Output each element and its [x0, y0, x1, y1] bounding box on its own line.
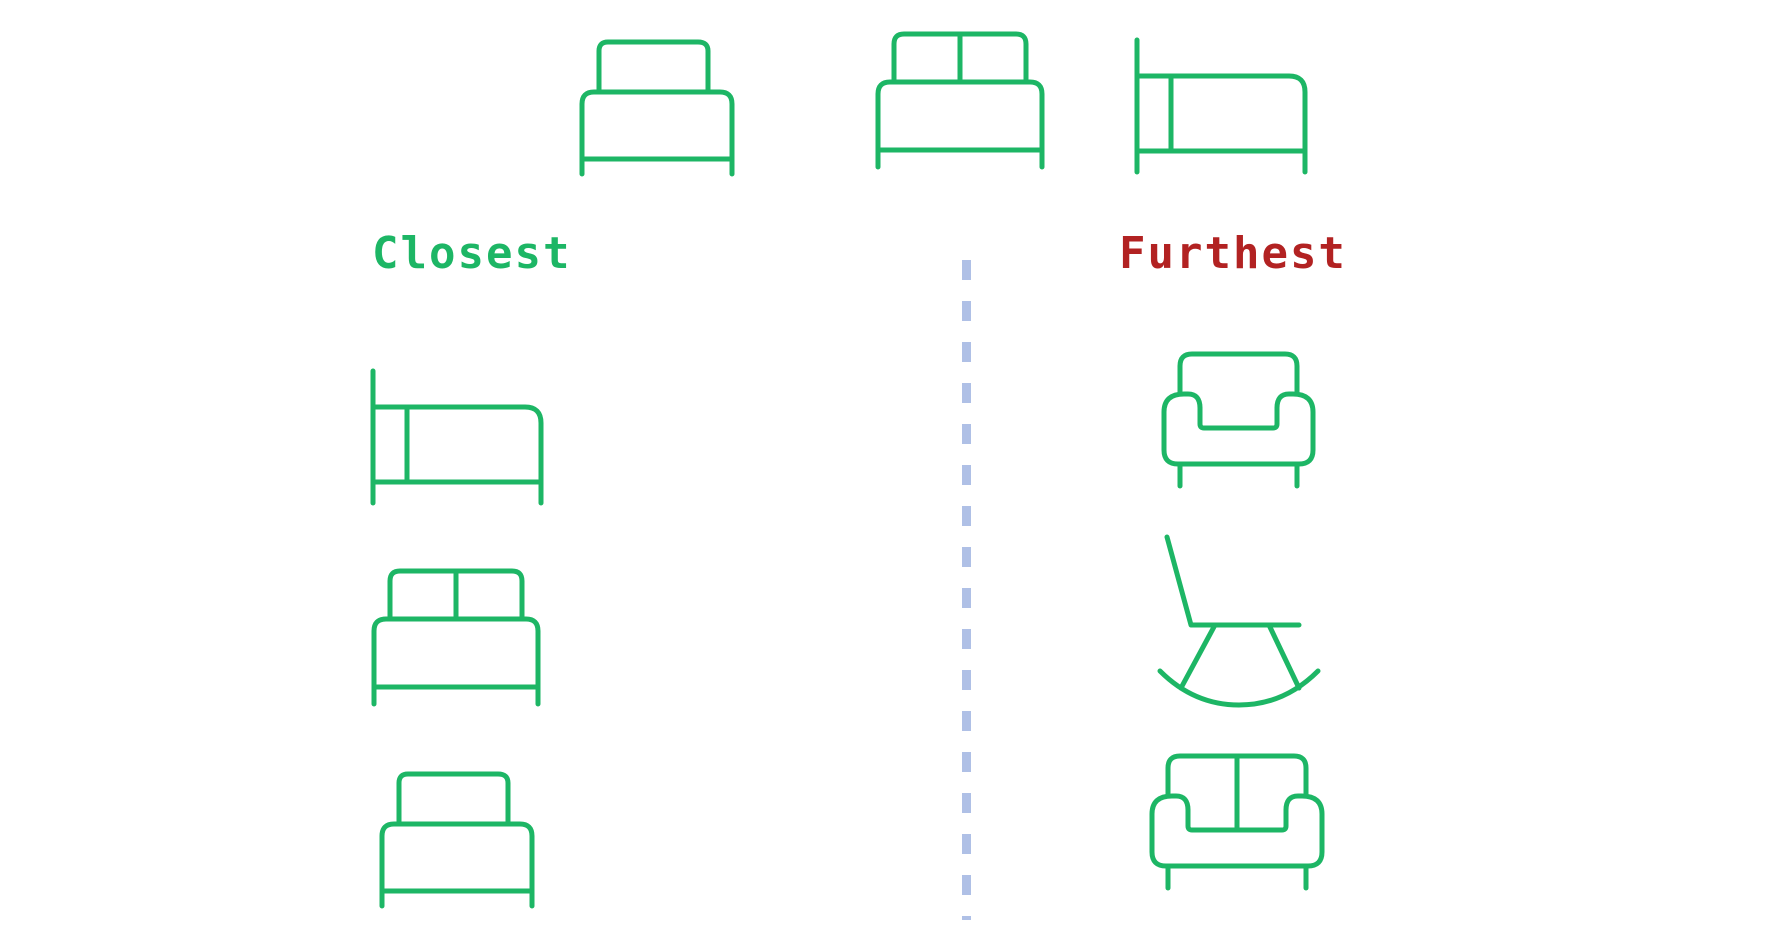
furthest-label: Furthest — [1119, 228, 1347, 279]
rocking-chair-outline — [1157, 534, 1321, 708]
side-bed-icon — [1133, 36, 1309, 176]
closest-label: Closest — [372, 228, 572, 279]
double-bed-icon — [370, 567, 542, 709]
side-bed-icon — [369, 367, 545, 507]
single-bed-icon — [578, 38, 736, 181]
double-bed-outline — [875, 31, 1045, 170]
armchair-icon — [1160, 350, 1317, 490]
loveseat-outline — [1149, 753, 1325, 891]
single-bed-icon — [378, 770, 536, 913]
armchair-outline — [1161, 351, 1316, 489]
loveseat-icon — [1148, 752, 1326, 892]
side-bed-outline — [370, 368, 544, 506]
single-bed-outline — [379, 771, 535, 909]
rocking-chair-icon — [1156, 533, 1322, 709]
single-bed-outline — [579, 39, 735, 177]
side-bed-outline — [1134, 37, 1308, 175]
double-bed-icon — [874, 30, 1046, 172]
dashed-divider — [962, 260, 971, 920]
double-bed-outline — [371, 568, 541, 707]
